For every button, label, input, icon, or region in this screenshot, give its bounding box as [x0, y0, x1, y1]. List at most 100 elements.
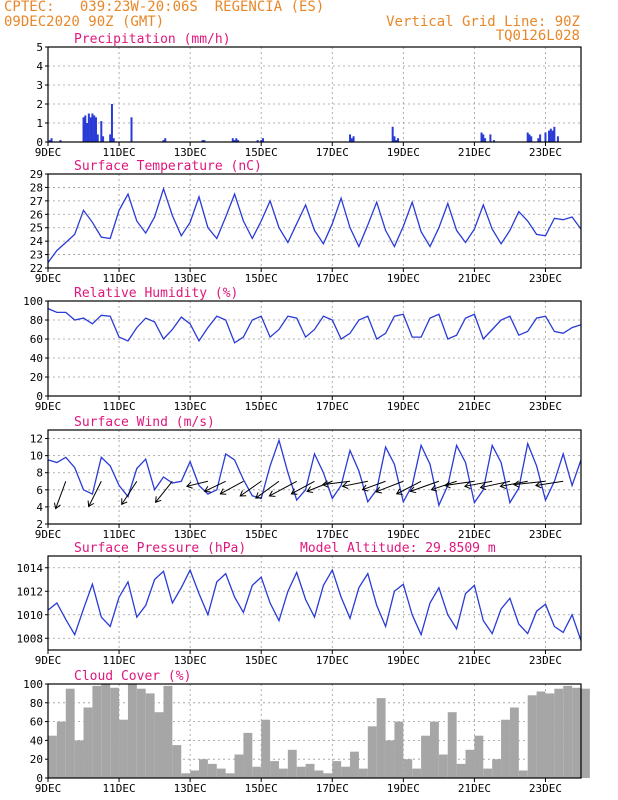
wind-arrowhead — [444, 481, 451, 489]
cloud-bar — [527, 695, 537, 778]
x-tick-label: 17DEC — [316, 782, 349, 795]
x-tick-label: 17DEC — [316, 272, 349, 285]
x-tick-label: 13DEC — [174, 272, 207, 285]
cloud-bar — [429, 721, 439, 778]
cloud-bar — [358, 768, 368, 778]
cloud-bar — [518, 770, 528, 778]
precip-bar — [48, 140, 51, 142]
header-right2: TQ0126L028 — [495, 28, 580, 44]
x-tick-label: 11DEC — [103, 400, 136, 413]
wind-arrow — [291, 480, 315, 495]
wind-arrowhead — [268, 490, 276, 497]
wind-arrowhead — [53, 502, 61, 510]
precip-bar — [110, 104, 113, 142]
series-line — [47, 186, 582, 263]
precip-bar — [482, 134, 485, 142]
header-right1: Vertical Grid Line: 90Z — [386, 14, 580, 30]
precip-bar — [397, 138, 400, 142]
wind-arrow — [444, 480, 475, 486]
x-tick-label: 23DEC — [529, 272, 562, 285]
y-tick-label: 8 — [36, 467, 43, 480]
series-line — [47, 568, 582, 641]
wind-arrowhead — [185, 481, 193, 489]
cloud-bar — [65, 688, 75, 778]
x-tick-label: 9DEC — [35, 528, 62, 541]
cloud-bar — [252, 766, 262, 778]
precip-bar — [352, 136, 355, 142]
x-tick-label: 11DEC — [103, 654, 136, 667]
precip-bar — [393, 136, 396, 142]
panel-frame — [47, 46, 582, 143]
wind-arrowhead — [361, 484, 369, 492]
x-tick-label: 23DEC — [529, 654, 562, 667]
x-tick-label: 15DEC — [245, 272, 278, 285]
precip-bar — [480, 132, 483, 142]
wind-arrowhead — [239, 490, 247, 497]
y-tick-label: 80 — [30, 697, 43, 710]
precip-bar — [484, 138, 487, 142]
wind-arrow — [186, 480, 209, 487]
wind-arrow — [410, 480, 440, 492]
precip-bar — [233, 140, 236, 142]
x-tick-label: 21DEC — [458, 528, 491, 541]
y-tick-label: 60 — [30, 716, 43, 729]
x-tick-label: 19DEC — [387, 400, 420, 413]
cloud-bar — [92, 685, 102, 778]
y-tick-label: 22 — [30, 262, 43, 275]
precip-bar — [231, 138, 234, 142]
precip-bar — [86, 123, 89, 142]
y-tick-label: 29 — [30, 168, 43, 181]
x-tick-label: 15DEC — [245, 146, 278, 159]
precip-bar — [349, 134, 352, 142]
wind-arrowhead — [87, 500, 95, 508]
x-tick-label: 11DEC — [103, 528, 136, 541]
wind-arrowhead — [255, 492, 262, 499]
panel-title: Surface Pressure (hPa) — [74, 541, 246, 556]
x-tick-label: 9DEC — [35, 782, 62, 795]
precip-bar — [89, 117, 92, 142]
y-tick-label: 27 — [30, 195, 43, 208]
precip-bar — [94, 117, 97, 142]
cloud-bar — [385, 740, 395, 778]
cloud-bar — [341, 766, 351, 778]
y-tick-label: 1010 — [17, 609, 44, 622]
y-tick-label: 28 — [30, 181, 43, 194]
wind-arrow — [220, 480, 244, 495]
header-line1: CPTEC: 039:23W-20:06S REGENCIA (ES) — [4, 0, 325, 15]
cloud-bar — [403, 759, 413, 778]
precip-bar — [102, 136, 105, 142]
x-tick-label: 13DEC — [174, 146, 207, 159]
cloud-bar — [136, 688, 146, 778]
wind-arrowhead — [290, 488, 298, 495]
cloud-bar — [572, 687, 581, 778]
cloud-bar — [56, 721, 66, 778]
wind-arrowhead — [375, 486, 383, 494]
header-line2: 09DEC2020 90Z (GMT) — [4, 14, 165, 30]
wind-arrow — [306, 480, 333, 492]
cloud-bar — [48, 735, 57, 778]
precip-bar — [489, 134, 492, 142]
cloud-bar — [492, 759, 502, 778]
x-tick-label: 23DEC — [529, 400, 562, 413]
y-tick-label: 12 — [30, 433, 43, 446]
cloud-bar — [474, 735, 484, 778]
y-tick-label: 1 — [36, 117, 43, 130]
y-tick-label: 0 — [36, 390, 43, 403]
panel-frame — [47, 555, 582, 651]
cloud-bar — [225, 773, 235, 778]
precip-bar — [201, 140, 204, 142]
cloud-bar — [154, 712, 164, 778]
precip-bar — [91, 113, 94, 142]
x-tick-label: 13DEC — [174, 654, 207, 667]
precip-bar — [551, 130, 554, 142]
precip-bar — [237, 140, 240, 142]
x-tick-label: 9DEC — [35, 400, 62, 413]
y-tick-label: 100 — [23, 678, 43, 691]
precip-bar — [109, 134, 112, 142]
precip-bar — [82, 117, 85, 142]
cloud-bar — [394, 721, 404, 778]
x-tick-label: 17DEC — [316, 146, 349, 159]
x-tick-label: 19DEC — [387, 146, 420, 159]
x-tick-label: 13DEC — [174, 400, 207, 413]
precip-bar — [112, 138, 115, 142]
